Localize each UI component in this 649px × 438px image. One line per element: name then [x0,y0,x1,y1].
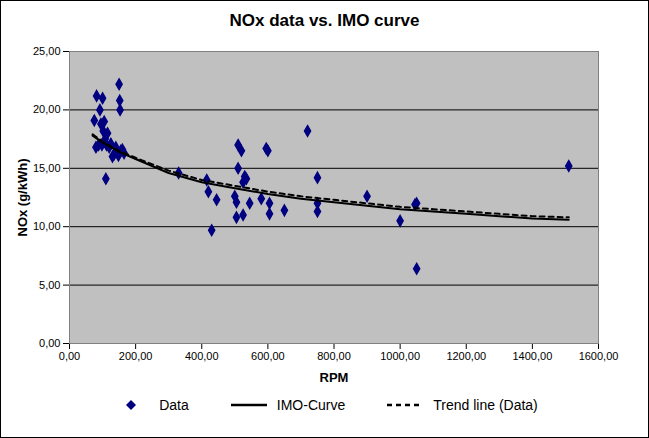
html-text:Data: Data [159,397,189,413]
html-text:IMO-Curve: IMO-Curve [276,397,346,413]
svg-text:5,00: 5,00 [39,279,60,291]
svg-text:NOx (g/kWh): NOx (g/kWh) [15,159,30,237]
svg-text:200,00: 200,00 [119,350,153,362]
html-text:Trend line (Data): Trend line (Data) [433,397,538,413]
svg-text:0,00: 0,00 [39,337,60,349]
svg-text:1000,00: 1000,00 [380,350,420,362]
svg-text:20,00: 20,00 [33,103,61,115]
svg-text:25,00: 25,00 [33,45,61,57]
svg-text:1200,00: 1200,00 [446,350,486,362]
svg-text:15,00: 15,00 [33,162,61,174]
svg-text:1600,00: 1600,00 [579,350,619,362]
html-text:NOx data vs. IMO curve: NOx data vs. IMO curve [229,11,420,30]
svg-text:600,00: 600,00 [251,350,285,362]
svg-text:1400,00: 1400,00 [512,350,552,362]
svg-text:400,00: 400,00 [185,350,219,362]
svg-text:0,00: 0,00 [59,350,80,362]
svg-text:RPM: RPM [320,370,349,385]
svg-text:800,00: 800,00 [317,350,351,362]
svg-text:10,00: 10,00 [33,220,61,232]
